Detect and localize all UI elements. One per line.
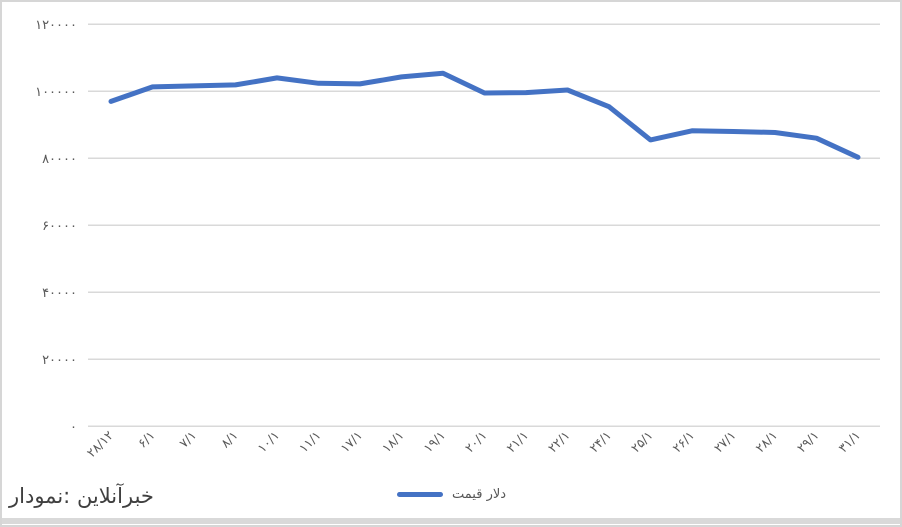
y-axis-tick-label: ۶۰۰۰۰ (42, 219, 77, 234)
x-axis-tick-label: ۲۱/۱ (503, 428, 531, 456)
x-axis-tick-label: ۶/۱ (135, 428, 158, 451)
x-axis-tick-label: ۲۰/۱ (462, 428, 490, 456)
y-axis-tick-label: ۱۲۰۰۰۰ (35, 18, 77, 33)
series-line-dollar-price (108, 70, 861, 160)
x-axis-tick-label: ۲۲/۱ (545, 428, 573, 456)
y-axis-tick-label: ۸۰۰۰۰ (42, 152, 77, 167)
x-axis-tick-label: ۱۸/۱ (379, 428, 407, 456)
x-axis-tick-label: ۲۸/۱۲ (84, 427, 117, 460)
x-axis-tick-label: ۱۱/۱ (296, 428, 324, 456)
legend: قیمت دلار (397, 487, 506, 502)
x-axis-tick-label: ۱۷/۱ (337, 428, 365, 456)
x-axis-tick-label: ۲۵/۱ (628, 428, 656, 456)
x-axis-tick-label: ۱۹/۱ (420, 428, 448, 456)
legend-line-swatch (397, 492, 443, 497)
y-axis-tick-label: ۲۰۰۰۰ (42, 353, 77, 368)
x-axis-tick-label: ۲۷/۱ (711, 428, 739, 456)
y-axis-tick-label: ۴۰۰۰۰ (42, 286, 77, 301)
x-axis-tick-label: ۳۱/۱ (835, 428, 863, 456)
bottom-scrollbar (2, 518, 900, 524)
x-axis-tick-label: ۲۹/۱ (794, 428, 822, 456)
x-axis-tick-label: ۱۰/۱ (254, 428, 282, 456)
x-axis-tick-label: ۸/۱ (218, 428, 241, 451)
y-axis-tick-label: ۱۰۰۰۰۰ (35, 85, 77, 100)
y-axis-tick-label: ۰ (70, 420, 77, 435)
x-axis-tick-label: ۲۸/۱ (752, 428, 780, 456)
source-caption: نمودار: خبرآنلاین (9, 484, 154, 508)
legend-series-label: قیمت دلار (452, 487, 507, 502)
x-axis-tick-label: ۲۴/۱ (586, 428, 614, 456)
x-axis-tick-label: ۷/۱ (176, 428, 199, 451)
x-axis-tick-label: ۲۶/۱ (669, 428, 697, 456)
